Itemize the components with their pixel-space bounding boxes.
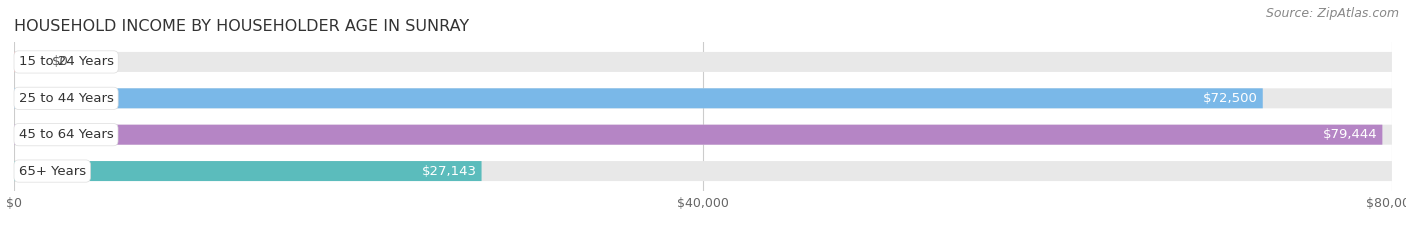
FancyBboxPatch shape (14, 88, 1263, 108)
Text: 45 to 64 Years: 45 to 64 Years (18, 128, 114, 141)
FancyBboxPatch shape (14, 125, 1382, 145)
FancyBboxPatch shape (14, 125, 1392, 145)
Text: $79,444: $79,444 (1323, 128, 1378, 141)
Text: $27,143: $27,143 (422, 164, 477, 178)
Text: 65+ Years: 65+ Years (18, 164, 86, 178)
Text: HOUSEHOLD INCOME BY HOUSEHOLDER AGE IN SUNRAY: HOUSEHOLD INCOME BY HOUSEHOLDER AGE IN S… (14, 19, 470, 34)
Text: 15 to 24 Years: 15 to 24 Years (18, 55, 114, 69)
FancyBboxPatch shape (14, 88, 1392, 108)
FancyBboxPatch shape (14, 52, 45, 72)
FancyBboxPatch shape (14, 161, 1392, 181)
Text: $0: $0 (52, 55, 69, 69)
Text: 25 to 44 Years: 25 to 44 Years (18, 92, 114, 105)
Text: $72,500: $72,500 (1204, 92, 1258, 105)
Text: Source: ZipAtlas.com: Source: ZipAtlas.com (1265, 7, 1399, 20)
FancyBboxPatch shape (14, 52, 1392, 72)
FancyBboxPatch shape (14, 161, 482, 181)
